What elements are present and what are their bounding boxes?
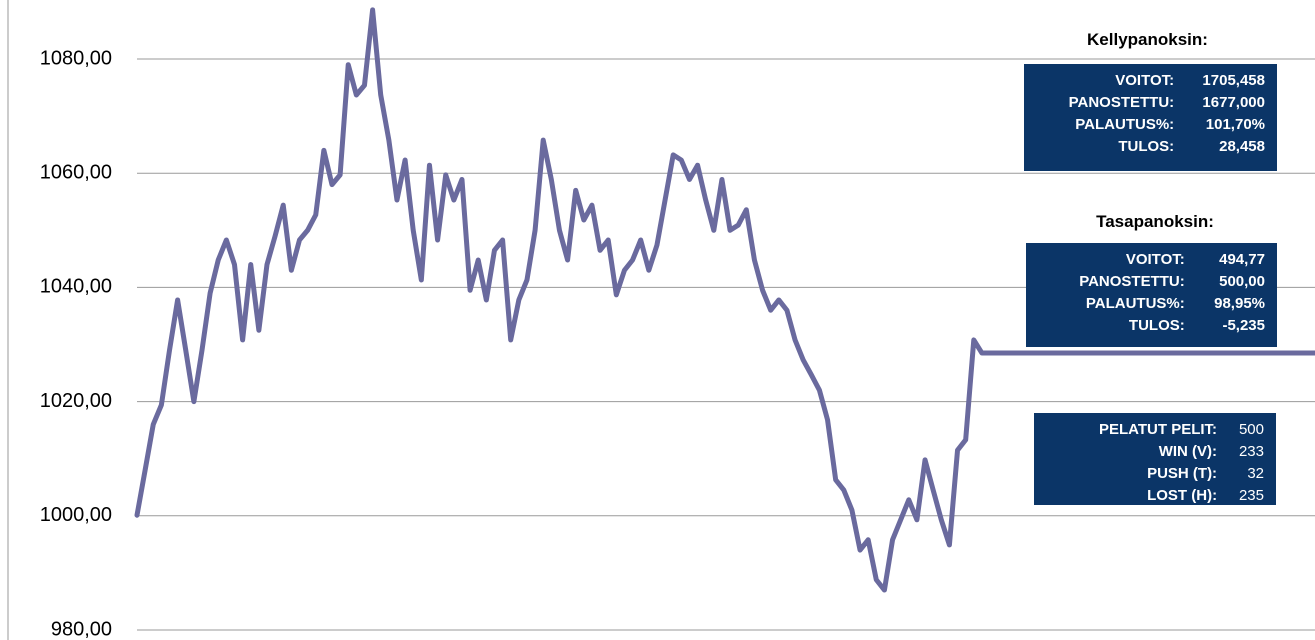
panel-table: VOITOT: 494,77 PANOSTETTU: 500,00 PALAUTUS%:… bbox=[1034, 249, 1269, 337]
panel-label: PANOSTETTU: bbox=[1068, 94, 1175, 111]
panel-row: PANOSTETTU: 500,00 bbox=[1034, 271, 1269, 293]
panel-row: TULOS: 28,458 bbox=[1032, 136, 1269, 158]
y-tick-label: 1060,00 bbox=[40, 161, 112, 183]
panel-title: Kellypanoksin: bbox=[1087, 30, 1208, 49]
panel-value: 32 bbox=[1247, 465, 1264, 482]
info-panel: VOITOT: 494,77 PANOSTETTU: 500,00 PALAUTUS%:… bbox=[1026, 243, 1277, 347]
y-tick-label: 1000,00 bbox=[40, 504, 112, 526]
y-tick-label: 1080,00 bbox=[40, 47, 112, 69]
panel-row: LOST (H): 235 bbox=[1042, 485, 1268, 507]
y-tick-label: 1020,00 bbox=[40, 390, 112, 412]
info-panel: VOITOT: 1705,458 PANOSTETTU: 1677,000 PALAUT… bbox=[1024, 64, 1277, 171]
panel-table: PELATUT PELIT: 500 WIN (V): 233 PUSH (T): 32 L… bbox=[1042, 419, 1268, 507]
panel-row: WIN (V): 233 bbox=[1042, 441, 1268, 463]
panel-value: 28,458 bbox=[1219, 138, 1265, 155]
info-panel: PELATUT PELIT: 500 WIN (V): 233 PUSH (T): 32 L… bbox=[1034, 413, 1276, 505]
panel-table: VOITOT: 1705,458 PANOSTETTU: 1677,000 PALAUT… bbox=[1032, 70, 1269, 158]
panel-value: -5,235 bbox=[1222, 317, 1265, 334]
panel-row: PELATUT PELIT: 500 bbox=[1042, 419, 1268, 441]
panel-value: 98,95% bbox=[1214, 295, 1265, 312]
panel-label: WIN (V): bbox=[1158, 443, 1218, 460]
panel-row: PUSH (T): 32 bbox=[1042, 463, 1268, 485]
panel-row: PALAUTUS%: 101,70% bbox=[1032, 114, 1269, 136]
panel-label: PALAUTUS%: bbox=[1085, 295, 1185, 312]
panel-row: TULOS: -5,235 bbox=[1034, 315, 1269, 337]
panel-row: VOITOT: 1705,458 bbox=[1032, 70, 1269, 92]
y-tick-label: 1040,00 bbox=[40, 276, 112, 298]
panel-label: PANOSTETTU: bbox=[1079, 273, 1185, 290]
panel-label: VOITOT: bbox=[1125, 251, 1185, 268]
panel-label: TULOS: bbox=[1128, 317, 1185, 334]
panel-value: 233 bbox=[1238, 443, 1264, 460]
panel-value: 500 bbox=[1238, 421, 1264, 438]
panel-row: VOITOT: 494,77 bbox=[1034, 249, 1269, 271]
data-line bbox=[134, 7, 1315, 593]
panel-value: 1705,458 bbox=[1202, 72, 1265, 89]
panel-value: 101,70% bbox=[1205, 116, 1265, 133]
panel-row: PANOSTETTU: 1677,000 bbox=[1032, 92, 1269, 114]
panel-title: Tasapanoksin: bbox=[1096, 212, 1214, 231]
panel-label: PALAUTUS%: bbox=[1075, 116, 1175, 133]
panel-value: 500,00 bbox=[1219, 273, 1265, 290]
panel-value: 1677,000 bbox=[1202, 94, 1265, 111]
y-tick-label: 980,00 bbox=[51, 618, 112, 640]
panel-value: 494,77 bbox=[1219, 251, 1265, 268]
panel-label: PELATUT PELIT: bbox=[1099, 421, 1218, 438]
panel-label: TULOS: bbox=[1118, 138, 1175, 155]
panel-row: PALAUTUS%: 98,95% bbox=[1034, 293, 1269, 315]
panel-label: VOITOT: bbox=[1115, 72, 1175, 89]
panel-label: LOST (H): bbox=[1147, 487, 1218, 504]
panel-value: 235 bbox=[1238, 487, 1264, 504]
panel-label: PUSH (T): bbox=[1147, 465, 1218, 482]
